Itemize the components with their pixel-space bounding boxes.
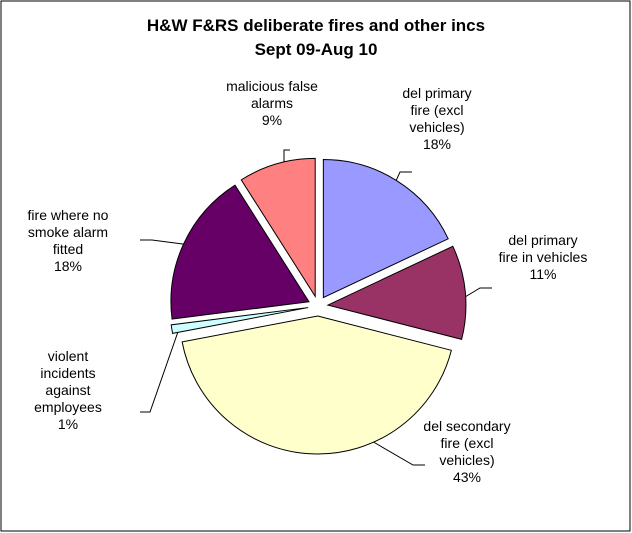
slice-label: fire where no smoke alarm fitted 18% bbox=[16, 207, 120, 275]
category-label: fire where no smoke alarm fitted bbox=[27, 207, 109, 257]
category-label: violent incidents against employees bbox=[34, 348, 102, 415]
leader-line bbox=[140, 239, 199, 247]
category-label: del secondary fire (excl vehicles) bbox=[423, 418, 511, 468]
chart-title: H&W F&RS deliberate fires and other incs bbox=[146, 16, 486, 35]
slice-label: del secondary fire (excl vehicles) 43% bbox=[415, 418, 519, 486]
slice-label: malicious false alarms 9% bbox=[220, 78, 324, 129]
pie-slice bbox=[170, 184, 310, 320]
value-label: 1% bbox=[57, 416, 79, 432]
value-label: 11% bbox=[529, 266, 557, 282]
value-label: 9% bbox=[261, 112, 283, 128]
value-label: 18% bbox=[422, 136, 452, 152]
leader-line bbox=[140, 325, 181, 413]
value-label: 18% bbox=[53, 258, 83, 274]
pie-slice bbox=[170, 307, 309, 335]
slice-label: del primary fire in vehicles 11% bbox=[497, 232, 589, 283]
value-label: 43% bbox=[452, 469, 482, 485]
category-label: del primary fire (excl vehicles) bbox=[402, 85, 472, 135]
category-label: malicious false alarms bbox=[226, 78, 318, 111]
category-label: del primary fire in vehicles bbox=[498, 232, 588, 265]
pie-slice bbox=[326, 245, 467, 340]
leader-line bbox=[369, 439, 425, 466]
pie-slice bbox=[181, 315, 452, 455]
pie-slice bbox=[240, 157, 316, 299]
chart-subtitle: Sept 09-Aug 10 bbox=[254, 40, 378, 59]
slice-label: del primary fire (excl vehicles) 18% bbox=[391, 85, 483, 153]
leader-line bbox=[459, 287, 492, 301]
slice-label: violent incidents against employees 1% bbox=[27, 348, 109, 433]
pie-slice bbox=[322, 159, 449, 299]
